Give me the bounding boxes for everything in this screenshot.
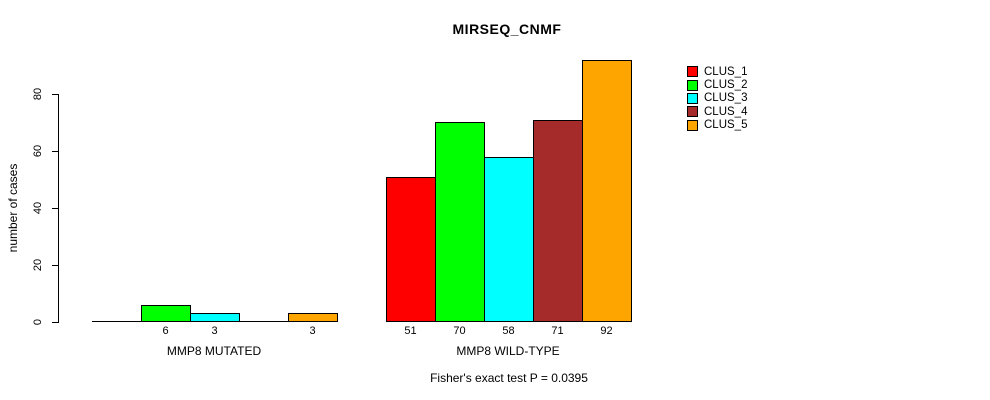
legend-label: CLUS_2 [704,79,748,92]
bar-value-label: 3 [211,325,218,337]
y-tick-label: 0 [32,318,44,326]
bar-value-label: 6 [162,325,169,337]
bar-value-label: 70 [453,325,466,337]
bar-value-label: 58 [502,325,515,337]
legend-label: CLUS_3 [704,92,748,105]
group-label-mmp8-mutated: MMP8 MUTATED [166,344,262,358]
legend-label: CLUS_5 [704,119,748,132]
bar-clus_2 [141,305,191,322]
legend-swatch-clus_1 [687,66,698,78]
legend-label: CLUS_4 [704,105,748,118]
bar-clus_1 [386,177,436,322]
legend-swatch-clus_2 [687,79,698,91]
bar-value-label: 71 [551,325,564,337]
footnote-fishers-exact-test: Fisher's exact test P = 0.0395 [430,371,588,385]
legend-swatch-clus_3 [687,92,698,104]
bar-value-label: 92 [600,325,613,337]
legend-item-clus_3: CLUS_3 [687,92,747,105]
legend-swatch-clus_5 [687,119,698,131]
y-axis-line [58,94,59,323]
y-axis-tick [52,322,58,323]
y-axis-tick [52,208,58,209]
legend-item-clus_2: CLUS_2 [687,78,747,91]
legend-label: CLUS_1 [704,65,748,78]
y-axis-tick [52,151,58,152]
legend-swatch-clus_4 [687,106,698,118]
legend: CLUS_1 CLUS_2 CLUS_3 CLUS_4 CLUS_5 [687,65,747,132]
y-axis-tick [52,94,58,95]
bar-clus_2 [435,122,485,322]
y-tick-label: 80 [32,87,44,101]
bar-clus_4 [533,120,583,322]
bar-value-label: 3 [309,325,316,337]
legend-item-clus_1: CLUS_1 [687,65,747,78]
bar-clus_5 [582,60,632,322]
y-tick-label: 40 [32,201,44,215]
y-axis-tick [52,265,58,266]
bar-clus_3 [190,313,240,322]
bar-clus_5 [288,313,338,322]
bar-clus_3 [484,157,534,322]
y-tick-label: 60 [32,144,44,158]
bar-value-label: 51 [404,325,417,337]
y-tick-label: 20 [32,258,44,272]
chart-title: MIRSEQ_CNMF [452,21,562,37]
legend-item-clus_4: CLUS_4 [687,105,747,118]
group-label-mmp8-wild-type: MMP8 WILD-TYPE [456,344,560,358]
legend-item-clus_5: CLUS_5 [687,119,747,132]
